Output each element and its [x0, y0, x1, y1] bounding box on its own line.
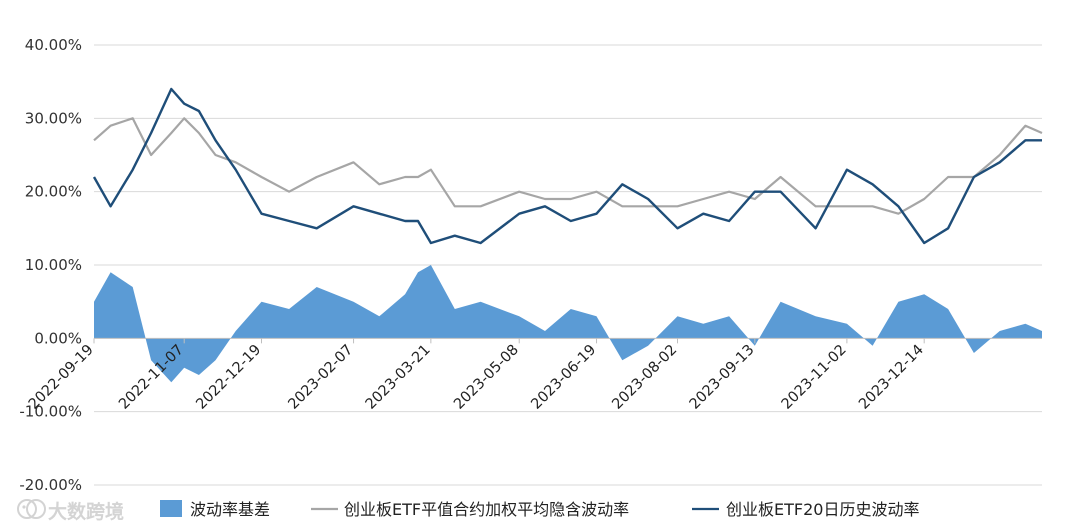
- legend-label-historical-vol: 创业板ETF20日历史波动率: [726, 500, 919, 519]
- series-area-basis: [94, 265, 1042, 383]
- y-axis-ticks: 40.00% 30.00% 20.00% 10.00% 0.00% -10.00% -20.…: [19, 36, 82, 494]
- x-tick-label: 2023-06-19: [528, 342, 599, 413]
- legend-label-implied-vol: 创业板ETF平值合约加权平均隐含波动率: [344, 500, 629, 519]
- x-tick-label: 2023-05-08: [451, 342, 522, 413]
- y-tick-label: 20.00%: [25, 183, 82, 201]
- gridlines: [94, 44, 1042, 486]
- legend-swatch-basis: [160, 500, 182, 517]
- basis-area-layer: [94, 265, 1042, 383]
- watermark: 大数跨境: [17, 499, 124, 523]
- y-tick-label: 40.00%: [25, 36, 82, 54]
- y-tick-label: -10.00%: [19, 403, 82, 421]
- x-tick-label: 2023-03-21: [363, 342, 434, 413]
- lines-layer: [92, 87, 1043, 245]
- legend: 波动率基差 创业板ETF平值合约加权平均隐含波动率 创业板ETF20日历史波动率: [160, 500, 919, 519]
- y-tick-label: 10.00%: [25, 256, 82, 274]
- watermark-text: 大数跨境: [48, 500, 124, 523]
- series-line-implied-vol: [93, 117, 1043, 215]
- y-tick-label: 0.00%: [34, 329, 82, 347]
- x-tick-label: 2023-09-13: [687, 342, 758, 413]
- elephant-logo-icon: [17, 499, 46, 519]
- x-tick-label: 2023-11-02: [779, 342, 850, 413]
- x-tick-label: 2023-02-07: [285, 342, 356, 413]
- legend-label-basis: 波动率基差: [190, 500, 270, 519]
- y-tick-label: 30.00%: [25, 109, 82, 127]
- series-line-historical-vol: [92, 87, 1042, 245]
- x-tick-label: 2023-12-14: [856, 342, 927, 413]
- y-tick-label: -20.00%: [19, 476, 82, 494]
